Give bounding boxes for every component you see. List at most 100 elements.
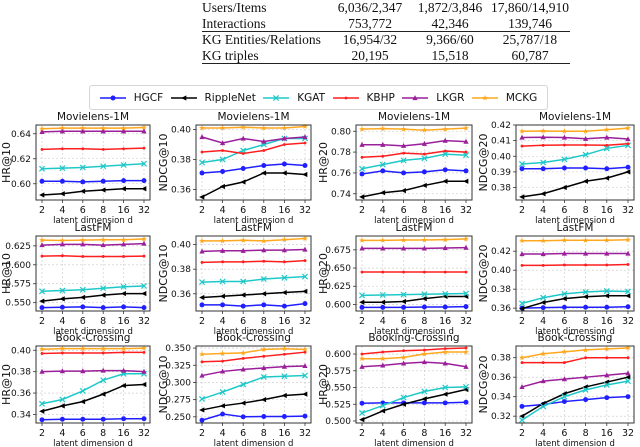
x-tick-label: 16	[118, 428, 130, 439]
series-hgcf	[39, 416, 147, 423]
data-point-hgcf	[380, 304, 386, 310]
subplot-title: LastFM	[75, 222, 112, 234]
subplot-4: 2 4 6 8 16 32 0.38 0.39 0.40 0.41 0.42 Movielens-1M…	[477, 111, 635, 226]
data-point-kgat	[624, 288, 632, 295]
data-point-hgcf	[39, 417, 45, 423]
y-tick-label: 0.38	[491, 285, 511, 295]
data-point-kbhp	[422, 348, 426, 352]
data-point-kgat	[379, 402, 386, 409]
series-line-mckg	[361, 127, 467, 131]
y-axis-label: NDCG@20	[477, 356, 490, 414]
data-point-hgcf	[80, 416, 86, 422]
data-point-hgcf	[121, 178, 127, 184]
x-tick-label: 4	[220, 205, 226, 216]
data-point-ripplenet	[281, 289, 287, 296]
legend-marker-x	[273, 94, 280, 101]
data-point-mckg	[603, 126, 610, 133]
data-point-kbhp	[541, 361, 545, 364]
data-point-ripplenet	[519, 306, 525, 312]
table-row: Interactions 753,772 42,346 139,746	[202, 16, 570, 32]
data-point-hgcf	[561, 165, 567, 171]
data-point-kbhp	[282, 352, 286, 356]
cell: 25,787/18	[490, 31, 570, 48]
series-hgcf	[359, 167, 469, 177]
x-tick-label: 16	[278, 205, 290, 216]
data-point-lkgr	[540, 251, 546, 257]
x-tick-label: 2	[359, 205, 365, 216]
y-tick-label: 0.525	[325, 400, 351, 410]
data-point-lkgr	[442, 245, 448, 251]
data-point-lkgr	[540, 378, 546, 384]
data-point-kgat	[140, 160, 148, 167]
data-point-lkgr	[59, 128, 65, 134]
cell: 42,346	[431, 15, 469, 31]
series-line-hgcf	[202, 302, 306, 307]
x-tick-label: 8	[583, 316, 589, 327]
data-point-kgat	[624, 378, 632, 385]
series-line-kgat	[361, 153, 467, 170]
y-tick-label: 0.38	[491, 354, 511, 364]
series-line-lkgr	[41, 242, 145, 246]
data-point-mckg	[540, 237, 547, 244]
cell: 6,036/2,347	[337, 0, 403, 15]
series-mckg	[359, 235, 469, 243]
series-line-kgat	[361, 386, 467, 414]
series-kgat	[518, 378, 632, 424]
data-point-kbhp	[303, 350, 307, 354]
data-point-lkgr	[281, 363, 287, 369]
x-tick-label: 32	[138, 205, 150, 216]
y-tick-label: 0.40	[171, 241, 191, 251]
data-point-kbhp	[282, 260, 286, 264]
series-line-kgat	[41, 285, 145, 293]
series-mckg	[519, 236, 631, 244]
data-point-kgat	[120, 161, 127, 169]
chart-legend: HGCF RippleNet KGAT KBHP LKGR MCKG	[89, 85, 548, 110]
data-point-lkgr	[220, 368, 226, 374]
data-point-kgat	[540, 294, 547, 301]
subplot-title: Book-Crossing	[538, 332, 613, 344]
data-point-lkgr	[401, 245, 407, 251]
series-ripplenet	[39, 290, 147, 304]
data-point-kbhp	[422, 270, 426, 274]
y-tick-label: 0.550	[5, 299, 31, 309]
data-point-mckg	[379, 125, 386, 132]
data-point-mckg	[625, 344, 631, 351]
data-point-ripplenet	[59, 191, 65, 197]
data-point-hgcf	[604, 166, 610, 172]
data-point-ripplenet	[519, 413, 525, 419]
data-point-kgat	[462, 152, 470, 159]
data-point-lkgr	[302, 134, 308, 140]
y-tick-label: 0.600	[325, 350, 351, 360]
data-point-ripplenet	[400, 401, 406, 407]
data-point-ripplenet	[400, 298, 406, 305]
x-tick-label: 8	[583, 428, 589, 439]
series-ripplenet	[199, 170, 308, 200]
subplot-2: 2 4 6 8 16 32 0.36 0.38 0.40 Movielens-1M latent d…	[157, 111, 312, 226]
data-point-mckg	[442, 126, 449, 132]
data-point-kbhp	[381, 154, 385, 158]
data-point-lkgr	[401, 360, 407, 366]
data-point-kgat	[140, 282, 148, 290]
data-point-kbhp	[360, 155, 364, 159]
data-point-lkgr	[121, 241, 127, 247]
data-point-kgat	[603, 145, 610, 152]
y-tick-label: 0.41	[491, 137, 511, 147]
data-point-kbhp	[142, 146, 146, 150]
subplot-title: LastFM	[557, 222, 594, 234]
series-line-lkgr	[361, 361, 467, 368]
data-point-kbhp	[262, 259, 266, 263]
data-point-kbhp	[562, 143, 566, 147]
subplot-title: Movielens-1M	[539, 111, 611, 123]
x-tick-label: 6	[401, 428, 407, 439]
cell: 15,518	[410, 47, 490, 64]
series-lkgr	[39, 240, 147, 248]
data-point-kbhp	[101, 351, 105, 355]
data-point-ripplenet	[199, 407, 205, 413]
data-point-hgcf	[519, 166, 525, 172]
data-point-mckg	[199, 125, 205, 131]
data-point-mckg	[219, 237, 226, 244]
series-lkgr	[39, 128, 147, 134]
x-tick-label: 4	[59, 205, 65, 216]
series-line-ripplenet	[41, 292, 144, 302]
y-tick-label: 0.36	[491, 304, 511, 314]
